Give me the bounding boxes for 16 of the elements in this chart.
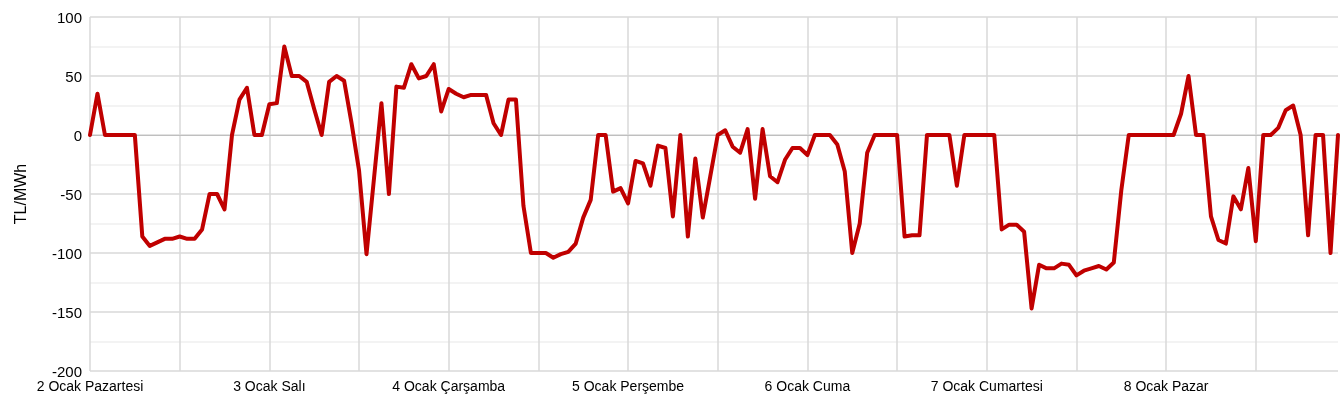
y-tick-label: 0 <box>73 126 82 144</box>
y-tick-label: -50 <box>60 185 82 203</box>
y-tick-label: -100 <box>51 244 82 262</box>
y-tick-label: -200 <box>51 362 82 380</box>
x-tick-label: 6 Ocak Cuma <box>764 378 851 394</box>
y-tick-label: 100 <box>56 8 82 26</box>
line-series <box>88 44 1340 311</box>
x-tick-label: 3 Ocak Salı <box>233 378 306 394</box>
x-tick-label: 2 Ocak Pazartesi <box>36 378 144 394</box>
y-tick-label: -150 <box>51 303 82 321</box>
x-tick-label: 7 Ocak Cumartesi <box>930 378 1043 394</box>
y-axis-title: TL/MWh <box>11 163 29 225</box>
x-tick-label: 8 Ocak Pazar <box>1123 378 1209 394</box>
y-tick-label: 50 <box>65 67 82 85</box>
x-tick-label: 4 Ocak Çarşamba <box>392 378 506 394</box>
x-tick-label: 5 Ocak Perşembe <box>572 378 685 394</box>
